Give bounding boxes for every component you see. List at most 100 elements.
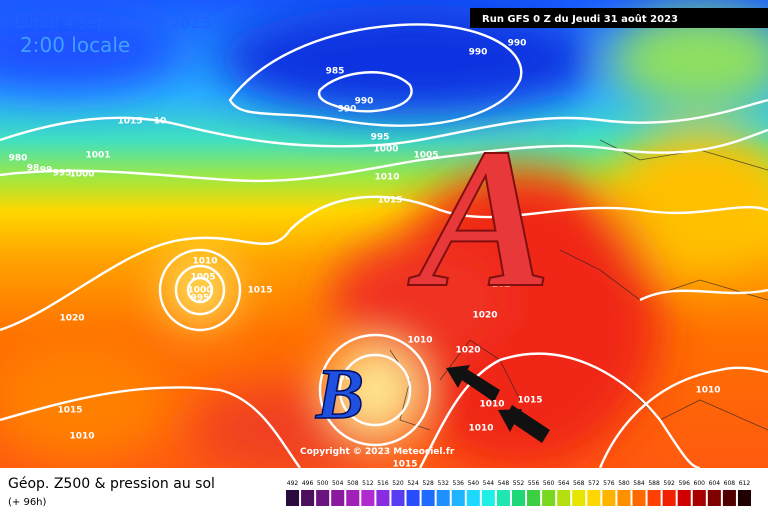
isobar-label: 99 [40, 166, 53, 176]
scale-swatch [481, 490, 495, 506]
isobar-label: 1010 [192, 257, 217, 267]
isobar-label: 1001 [85, 151, 110, 161]
scale-swatch [602, 490, 616, 506]
scale-tick-label: 520 [392, 480, 404, 487]
scale-swatch [361, 490, 375, 506]
scale-swatch [632, 490, 646, 506]
high-pressure-marker: A [407, 108, 551, 329]
run-info: Run GFS 0 Z du Jeudi 31 août 2023 [482, 13, 678, 25]
scale-swatch [466, 490, 480, 506]
isobars [0, 23, 768, 470]
scale-tick-label: 516 [377, 480, 389, 487]
scale-tick-label: 528 [422, 480, 434, 487]
scale-swatch [346, 490, 360, 506]
low-pressure-marker: B [315, 354, 364, 434]
isobar-label: 101 [339, 373, 358, 383]
isobar-label: 1010 [374, 173, 399, 183]
scale-tick-label: 556 [528, 480, 540, 487]
footer-title: Géop. Z500 & pression au sol [8, 476, 215, 492]
isobar-label: 1010 [479, 400, 504, 410]
scale-tick-label: 596 [678, 480, 690, 487]
scale-tick-label: 564 [558, 480, 570, 487]
isobar-label: 990 [355, 97, 374, 107]
scale-tick-label: 568 [573, 480, 585, 487]
scale-swatch [376, 490, 390, 506]
isobar-label: 995 [191, 294, 210, 304]
scale-tick-label: 540 [468, 480, 480, 487]
isobar-label: 1010 [468, 424, 493, 434]
forecast-date: Lundi 4 septembre 2023 [15, 13, 211, 32]
scale-tick-label: 500 [317, 480, 329, 487]
color-scale: 492 496 500 504 508 512 516 520 524 528 532 536 540 5… [286, 480, 751, 506]
scale-swatch [737, 490, 751, 506]
scale-swatch [331, 490, 345, 506]
isobar-label: 1015 [377, 196, 402, 206]
scale-swatch [511, 490, 526, 506]
scale-swatch [647, 490, 661, 506]
isobar-label: 10 [154, 117, 167, 127]
scale-tick-label: 504 [332, 480, 344, 487]
isobar-label: 995 [371, 133, 390, 143]
scale-swatch [286, 490, 300, 506]
run-box [470, 8, 768, 28]
scale-swatch [587, 490, 601, 506]
scale-swatch [692, 490, 706, 506]
isobar-label: 1010 [695, 386, 720, 396]
scale-tick-label: 492 [287, 480, 299, 487]
scale-swatch [722, 490, 736, 506]
isobar-label: 1005 [190, 273, 215, 283]
scale-swatch [421, 490, 435, 506]
scale-swatch [617, 490, 631, 506]
isobar-label: 980 [9, 154, 28, 164]
isobar-label: 1015 [392, 460, 417, 470]
scale-tick-label: 576 [603, 480, 615, 487]
isobar-label: 98 [27, 164, 40, 174]
scale-tick-label: 604 [709, 480, 721, 487]
isobar-label: 1000 [373, 145, 398, 155]
scale-tick-label: 608 [724, 480, 736, 487]
scale-tick-label: 544 [483, 480, 495, 487]
scale-tick-label: 548 [498, 480, 510, 487]
scale-swatch [436, 490, 450, 506]
scale-tick-label: 600 [694, 480, 706, 487]
isobar-label: 990 [338, 105, 357, 115]
isobar-label: 990 [469, 48, 488, 58]
forecast-time: 2:00 locale [20, 33, 130, 57]
isobar-label: 1015 [517, 396, 542, 406]
scale-swatch [662, 490, 676, 506]
isobar-label: 102 [492, 280, 511, 290]
scale-tick-label: 532 [437, 480, 449, 487]
scale-swatch [542, 490, 556, 506]
scale-swatch [451, 490, 465, 506]
scale-tick-label: 496 [302, 480, 314, 487]
scale-tick-label: 584 [633, 480, 645, 487]
scale-swatch [707, 490, 721, 506]
scale-tick-label: 588 [648, 480, 660, 487]
footer-lead: (+ 96h) [8, 497, 47, 508]
isobar-label: 1010 [407, 336, 432, 346]
isobar-label: 1000 [69, 170, 94, 180]
scale-tick-label: 512 [362, 480, 374, 487]
scale-tick-label: 580 [618, 480, 630, 487]
isobar-label: 1020 [455, 346, 480, 356]
scale-tick-label: 572 [588, 480, 600, 487]
isobar-label: 985 [326, 67, 345, 77]
color-fields [0, 5, 768, 475]
isobar-label: 1000 [187, 286, 212, 296]
isobar-label: 1015 [57, 406, 82, 416]
isobar-label: 995 [53, 169, 72, 179]
scale-tick-label: 552 [513, 480, 525, 487]
scale-tick-label: 524 [407, 480, 419, 487]
scale-tick-label: 592 [663, 480, 675, 487]
scale-tick-label: 560 [543, 480, 555, 487]
scale-swatch [527, 490, 541, 506]
isobar-label: 1020 [59, 314, 84, 324]
scale-tick-label: 536 [453, 480, 465, 487]
isobar-label: 1015 [247, 286, 272, 296]
isobar-label: 990 [508, 39, 527, 49]
isobar-label: 1010 [69, 432, 94, 442]
scale-swatch [406, 490, 420, 506]
